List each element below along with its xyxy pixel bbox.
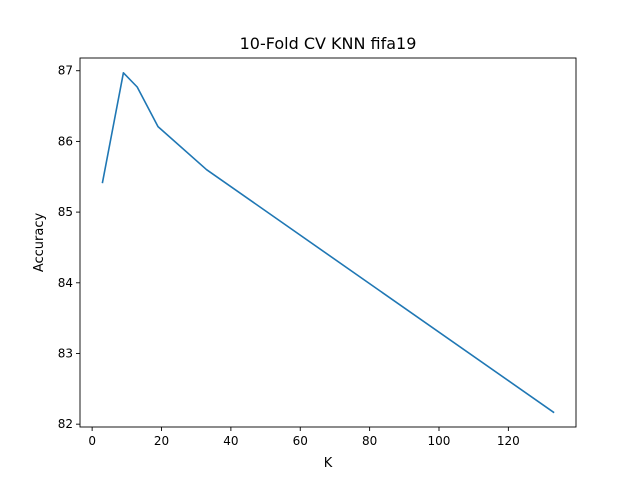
chart-title: 10-Fold CV KNN fifa19 <box>240 34 417 53</box>
y-tick-label: 86 <box>58 134 73 148</box>
plot-area-frame <box>79 57 577 428</box>
axis-ticks: 0 20 40 60 80 100 120 82 83 84 85 86 87 <box>58 64 520 448</box>
x-tick-label: 20 <box>154 434 169 448</box>
y-tick-label: 84 <box>58 276 73 290</box>
y-tick-label: 83 <box>58 346 73 360</box>
x-tick-label: 100 <box>428 434 451 448</box>
accuracy-line <box>101 72 555 414</box>
x-tick-label: 40 <box>223 434 238 448</box>
y-tick-label: 82 <box>58 417 73 431</box>
x-tick-label: 0 <box>88 434 96 448</box>
y-axis-label: Accuracy <box>32 213 47 273</box>
x-tick-label: 60 <box>293 434 308 448</box>
x-tick-label: 80 <box>362 434 377 448</box>
x-tick-label: 120 <box>497 434 520 448</box>
x-axis-label: K <box>324 456 333 471</box>
y-tick-label: 87 <box>58 64 73 78</box>
y-tick-label: 85 <box>58 205 73 219</box>
